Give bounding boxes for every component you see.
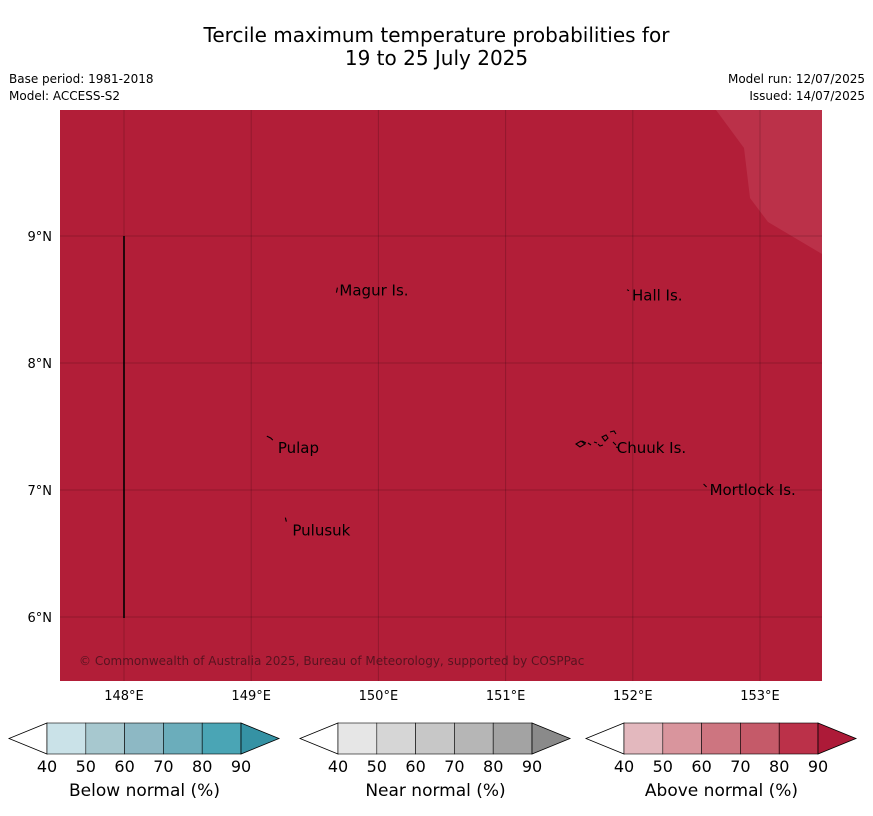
colorbars: 40 50 60 70 80 90 40 50 60 70 80 90 40 50 60 70 80 90 [7, 722, 858, 776]
place-labels: Magur Is. Hall Is. Pulap Chuuk Is. Mortlock … [278, 282, 796, 540]
colorbar: 40 50 60 70 80 90 [298, 722, 572, 776]
colorbar-label-below: Below normal (%) [69, 781, 220, 801]
colorbar-segment [46, 722, 87, 755]
colorbar-arrow-left [584, 722, 625, 755]
colorbar-arrow-left [7, 722, 48, 755]
colorbar-segment [701, 722, 741, 755]
colorbar-tick-label: 80 [192, 757, 212, 776]
colorbar-segment [740, 722, 780, 755]
colorbar-arrow-right [817, 722, 858, 755]
colorbar: 40 50 60 70 80 90 [7, 722, 281, 776]
place-label: Mortlock Is. [710, 481, 796, 499]
colorbar-tick-label: 50 [76, 757, 96, 776]
map-title-line1: Tercile maximum temperature probabilitie… [203, 23, 670, 47]
colorbar-segment [662, 722, 702, 755]
colorbar-tick-label: 50 [367, 757, 387, 776]
place-label: Pulap [278, 439, 319, 457]
island-outline [284, 517, 287, 522]
colorbar-tick-label: 40 [328, 757, 348, 776]
colorbar-tick-label: 40 [37, 757, 57, 776]
colorbar-segment [201, 722, 242, 755]
lon-tick-label: 153°E [740, 689, 780, 704]
colorbar-tick-label: 80 [483, 757, 503, 776]
colorbar-segment [623, 722, 664, 755]
colorbar-segment [85, 722, 125, 755]
colorbar-label-near: Near normal (%) [365, 781, 506, 801]
island-outline [597, 443, 604, 447]
island-outline [266, 435, 274, 441]
latitude-tick-labels: 9°N 8°N 7°N 6°N [28, 230, 53, 626]
colorbar-arrow-right [531, 722, 572, 755]
place-label: Pulusuk [292, 522, 350, 540]
colorbar-tick-label: 70 [153, 757, 173, 776]
colorbar-segment [778, 722, 819, 755]
map-background [60, 110, 822, 681]
colorbar-segment [163, 722, 203, 755]
place-label: Magur Is. [339, 282, 408, 300]
lon-tick-label: 150°E [359, 689, 399, 704]
colorbar-tick-label: 80 [769, 757, 789, 776]
colorbar-segment [337, 722, 378, 755]
base-period: Base period: 1981-2018 [9, 72, 154, 86]
issued-date: Issued: 14/07/2025 [749, 89, 865, 103]
model-name: Model: ACCESS-S2 [9, 89, 121, 103]
island-outline [575, 440, 586, 448]
colorbar-tick-label: 90 [231, 757, 251, 776]
lon-tick-label: 148°E [104, 689, 144, 704]
colorbar-tick-label: 40 [614, 757, 634, 776]
colorbar-arrow-left [298, 722, 339, 755]
colorbar-tick-label: 90 [808, 757, 828, 776]
place-label: Hall Is. [632, 287, 683, 305]
colorbar-tick-label: 70 [730, 757, 750, 776]
lon-tick-label: 149°E [231, 689, 271, 704]
colorbar-segment [454, 722, 494, 755]
copyright-notice: © Commonwealth of Australia 2025, Bureau… [79, 654, 584, 668]
colorbar-tick-label: 70 [444, 757, 464, 776]
island-outline [626, 289, 630, 292]
lighter-probability-region [716, 110, 822, 254]
lon-tick-label: 151°E [486, 689, 526, 704]
colorbar-segment [492, 722, 533, 755]
colorbar-segment [376, 722, 416, 755]
island-outline [335, 287, 338, 293]
colorbar: 40 50 60 70 80 90 [584, 722, 858, 776]
island-outline [601, 434, 609, 442]
colorbar-label-above: Above normal (%) [644, 781, 799, 801]
island-outline [593, 441, 598, 444]
colorbar-arrow-right [240, 722, 281, 755]
gridlines [60, 110, 822, 681]
place-label: Chuuk Is. [617, 439, 686, 457]
island-outlines [266, 287, 707, 522]
lat-tick-label: 9°N [28, 230, 53, 245]
lat-tick-label: 8°N [28, 357, 53, 372]
colorbar-segment [124, 722, 164, 755]
map-title-line2: 19 to 25 July 2025 [344, 46, 529, 70]
model-run: Model run: 12/07/2025 [727, 72, 865, 86]
island-outline [581, 440, 587, 444]
lat-tick-label: 6°N [28, 611, 53, 626]
longitude-tick-labels: 148°E 149°E 150°E 151°E 152°E 153°E [104, 689, 780, 704]
colorbar-segment [415, 722, 455, 755]
colorbar-tick-label: 60 [405, 757, 425, 776]
island-outline [703, 483, 707, 488]
lon-tick-label: 152°E [613, 689, 653, 704]
colorbar-tick-label: 90 [522, 757, 542, 776]
island-outline [612, 441, 617, 446]
island-outline [615, 446, 620, 449]
colorbar-tick-label: 50 [653, 757, 673, 776]
lat-tick-label: 7°N [28, 484, 53, 499]
colorbar-tick-label: 60 [691, 757, 711, 776]
island-outline [587, 442, 592, 446]
island-outline [609, 430, 617, 435]
colorbar-tick-label: 60 [114, 757, 134, 776]
